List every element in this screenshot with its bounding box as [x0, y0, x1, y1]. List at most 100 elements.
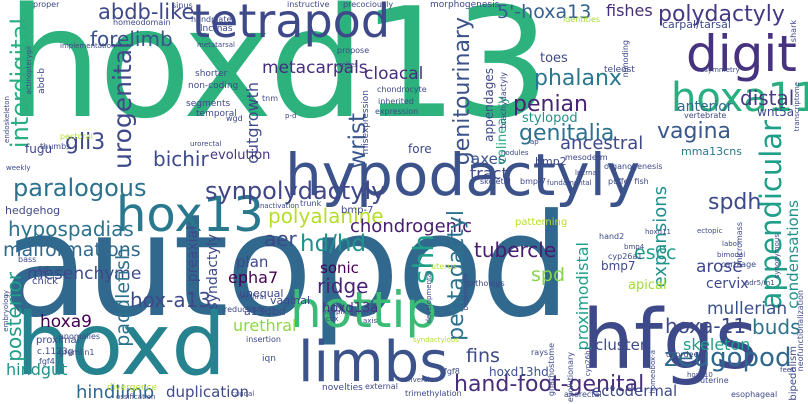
- word-phalanx: phalanx: [534, 66, 622, 91]
- word-chondrocyte: chondrocyte: [377, 85, 427, 94]
- word-pufferfish: puffer fish: [608, 177, 649, 186]
- word-bmp-7: bmp-7: [341, 205, 374, 216]
- word-p-d: p-d: [285, 112, 297, 120]
- word-metatarsal: metatarsal: [197, 41, 235, 49]
- word-aer: aer: [264, 227, 297, 251]
- word-mesenchyme: mesenchyme: [27, 264, 142, 284]
- word-autopod: autopod: [2, 184, 571, 349]
- word-precociously: precociously: [343, 0, 394, 9]
- word-genitourinary: genitourinary: [450, 17, 475, 166]
- word-hoxd11: hoxd11: [645, 228, 671, 236]
- word-urethra: urethra: [238, 293, 264, 301]
- word-lncrnas: lncrnas: [200, 24, 233, 34]
- word-hottip: hottip: [290, 281, 438, 339]
- word-gremlin1: gremlin1: [59, 348, 95, 357]
- word-plan: plan: [236, 253, 269, 271]
- word-bichir: bichir: [153, 147, 209, 171]
- word-iqn: iqn: [262, 354, 276, 364]
- word-feet: feet: [780, 366, 794, 374]
- word-paddlefish: paddlefish: [112, 248, 134, 347]
- word-nonoding: nonoding: [621, 40, 630, 78]
- word-hdhd: hd/hd: [300, 231, 367, 257]
- word-escc: escc: [634, 242, 677, 264]
- word-implementation: implementation: [60, 42, 116, 50]
- word-morphogenesis: morphogenesis: [430, 0, 500, 10]
- word-tnm: tnm: [262, 94, 278, 103]
- word-fgf8: fgf8: [444, 367, 460, 376]
- word-patterning: patterning: [515, 217, 568, 228]
- word-evolution: evolution: [210, 148, 271, 163]
- word-hand-foot-genital: hand-foot-genital: [454, 372, 645, 397]
- word-bicornuate: bicornuate: [462, 273, 470, 311]
- word-bimodal: bimodal: [717, 251, 746, 259]
- word-vertebrate: vertebrate: [684, 111, 727, 120]
- word-gli3: gli3: [65, 130, 106, 155]
- word-toes: toes: [540, 51, 568, 66]
- word-brachydactyly: brachydactyly: [499, 72, 508, 129]
- word-caudal: caudal: [231, 390, 255, 398]
- word-propose: propose: [337, 46, 370, 55]
- word-expression: expression: [375, 107, 419, 116]
- word-teleost: teleost: [604, 65, 635, 75]
- word-homeobox-a: homeobox-a: [649, 350, 657, 394]
- word-mesoderm: mesoderm: [565, 153, 608, 162]
- word-segments: segments: [186, 99, 231, 109]
- word-fgf4: fgf4: [39, 357, 55, 366]
- word-hypospadias: hypospadias: [8, 217, 134, 241]
- word-non-coding: non-coding: [188, 81, 239, 91]
- word-stylopod: stylopod: [522, 111, 578, 126]
- word-cyp26b1: cyp26b1: [584, 346, 592, 377]
- word-shorter: shorter: [195, 69, 228, 79]
- word-handplate: handplate: [191, 15, 232, 24]
- word-skeleton: skeleton: [683, 335, 751, 354]
- word-bmp7: bmp7: [601, 259, 636, 273]
- word-instructive: instructive: [287, 0, 330, 9]
- word-tubercle: tubercle: [474, 238, 557, 262]
- word-syndactylous: syndactylous: [413, 336, 460, 344]
- word-hoxd13: hoxd13: [6, 0, 551, 152]
- word-uterine: uterine: [700, 376, 729, 385]
- word-esophageal: esophageal: [731, 390, 778, 399]
- word-misexpression: misexpression: [361, 90, 371, 155]
- word-inactivation: inactivation: [258, 202, 300, 210]
- word-trimethylation: trimethylation: [405, 389, 462, 398]
- word-chondrogenic: chondrogenic: [350, 216, 472, 237]
- word-actinopterygii: actinopterygii: [25, 46, 33, 95]
- word-proximal: proximal: [36, 335, 80, 346]
- word-fgf: fgf: [38, 265, 49, 274]
- word-hoxa-11: hoxa-11: [665, 314, 747, 338]
- word-chordee: chordee: [666, 350, 699, 359]
- word-neofunctionalization: neofunctionalization: [796, 290, 805, 372]
- word-zeugopod: zeugopod: [664, 343, 792, 373]
- word-embryology: embryology: [2, 290, 10, 332]
- word-fishes: fishes: [606, 1, 653, 20]
- word-penian: penian: [513, 92, 588, 117]
- word-sonic: sonic: [320, 259, 359, 277]
- word-cluster: cluster: [595, 336, 647, 354]
- word-hindgut: hindgut: [6, 360, 68, 379]
- word-urogenital: urogenital: [108, 42, 137, 169]
- word-apical: apical: [628, 278, 667, 293]
- word-hand2: hand2: [599, 232, 625, 241]
- word-limbs: limbs: [298, 330, 449, 395]
- word-weekly: weekly: [6, 164, 31, 172]
- word-hoxa11: hoxa11: [671, 75, 808, 121]
- word-hox-a13: hox-a13: [130, 288, 212, 312]
- word-preaxial: preaxial: [185, 226, 201, 283]
- word-ectodermal: ectodermal: [592, 382, 678, 400]
- word-wnt5a: wnt5a: [757, 105, 795, 119]
- word-a13dbd: a13dbd: [244, 305, 286, 318]
- word-hoxa9: hoxa9: [40, 312, 92, 332]
- word-external: external: [365, 382, 398, 391]
- word-digit: digit: [686, 25, 797, 83]
- word-vagina: vagina: [657, 119, 732, 144]
- word-reductions: reductions: [224, 305, 267, 314]
- word-relies: relies: [339, 61, 358, 69]
- word-identities: identities: [563, 15, 601, 24]
- word-hfgs: hfgs: [582, 293, 758, 388]
- word-adr5m1: adr5/m1: [745, 279, 775, 287]
- word-ectopic: ectopic: [697, 227, 723, 235]
- word-transcriptome: transcriptome: [793, 82, 801, 132]
- word-lncrna: lncrna: [575, 169, 597, 177]
- word-anorectal: anorectal: [564, 390, 602, 399]
